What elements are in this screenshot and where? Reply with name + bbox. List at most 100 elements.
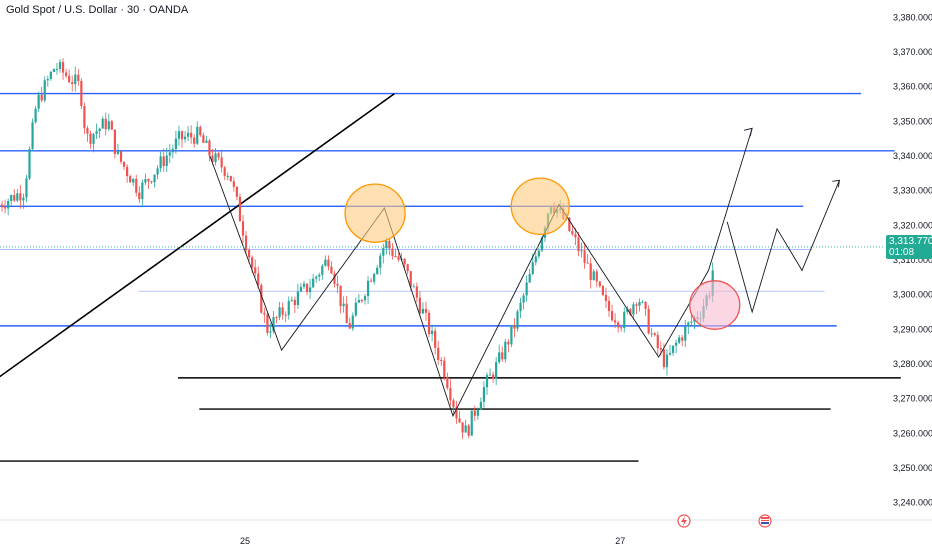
candle-body	[34, 108, 37, 123]
candle-body	[537, 250, 540, 257]
candle-body	[235, 186, 238, 197]
candle-body	[275, 317, 278, 319]
candle-body	[208, 140, 211, 156]
candle-body	[241, 221, 245, 236]
y-tick-label: 3,280.000	[893, 359, 932, 369]
candle-body	[58, 62, 62, 69]
y-tick-label: 3,350.000	[893, 116, 932, 126]
candle-body	[55, 68, 59, 70]
candle-body	[458, 418, 461, 423]
candle-body	[684, 326, 687, 341]
candle-body	[187, 132, 190, 137]
candle-body	[272, 317, 275, 332]
price-axis	[884, 0, 932, 550]
candle-body	[0, 204, 4, 208]
candle-body	[525, 282, 528, 296]
candle-body	[4, 207, 7, 209]
candle-body	[360, 299, 364, 301]
projection-path	[726, 180, 840, 314]
candle-body	[254, 267, 257, 274]
zigzag-pattern	[209, 128, 753, 418]
candle-body	[455, 407, 458, 419]
candle-body	[86, 128, 89, 134]
candle-body	[598, 281, 601, 287]
bar-countdown: 01:08	[889, 247, 915, 258]
candle-body	[681, 337, 684, 341]
candle-body	[620, 327, 623, 329]
flag-stripe	[761, 520, 769, 521]
candle-body	[348, 322, 351, 329]
candle-body	[488, 374, 492, 376]
candle-body	[144, 179, 147, 183]
candle-body	[449, 387, 452, 401]
arrow-head	[832, 179, 840, 188]
candle-body	[104, 118, 107, 130]
y-tick-label: 3,380.000	[893, 12, 932, 22]
candle-body	[190, 132, 193, 138]
candle-body	[446, 377, 449, 388]
candle-body	[379, 255, 382, 268]
candle-body	[22, 197, 25, 201]
candle-body	[571, 230, 574, 235]
candle-body	[629, 308, 632, 315]
candle-body	[504, 341, 507, 360]
candle-body	[132, 178, 135, 183]
candle-body	[580, 250, 583, 252]
candle-body	[80, 80, 83, 106]
candle-body	[607, 300, 611, 312]
candle-body	[391, 248, 394, 257]
candle-body	[623, 311, 626, 329]
candle-body	[577, 237, 580, 252]
candle-body	[589, 263, 592, 281]
candle-body	[110, 121, 113, 130]
candle-body	[635, 304, 638, 306]
candle-body	[257, 273, 260, 286]
candle-body	[568, 217, 571, 231]
candle-body	[52, 69, 55, 72]
candle-body	[668, 352, 672, 355]
candle-body	[427, 312, 431, 335]
candle-body	[312, 278, 315, 288]
candle-body	[583, 250, 586, 263]
candle-body	[293, 299, 296, 306]
candle-body	[376, 267, 379, 274]
candle-body	[641, 301, 644, 303]
candle-body	[193, 137, 196, 144]
candle-body	[574, 234, 577, 238]
candle-body	[226, 175, 229, 177]
candle-body	[656, 335, 659, 349]
candle-body	[25, 178, 28, 198]
candle-body	[74, 74, 77, 85]
candle-body	[150, 181, 153, 183]
candle-body	[244, 235, 248, 251]
candle-body	[248, 250, 251, 258]
candle-body	[95, 131, 98, 134]
candle-body	[403, 258, 406, 265]
candle-body	[632, 304, 635, 315]
candle-body	[324, 259, 327, 266]
candle-body	[650, 333, 653, 335]
candle-body	[366, 280, 370, 297]
candle-body	[147, 179, 150, 182]
candle-body	[424, 308, 428, 313]
candle-body	[77, 74, 80, 81]
lightning-icon	[681, 516, 687, 526]
candle-body	[440, 359, 443, 361]
candle-body	[373, 273, 376, 282]
candle-body	[122, 161, 126, 167]
candle-body	[519, 302, 522, 312]
arrow-head	[744, 127, 753, 137]
candle-body	[614, 320, 617, 323]
candle-body	[522, 295, 525, 303]
candle-body	[174, 138, 177, 150]
candle-body	[16, 193, 19, 201]
candle-body	[415, 286, 418, 298]
y-tick-label: 3,340.000	[893, 151, 932, 161]
candle-body	[327, 259, 330, 267]
y-tick-label: 3,310.000	[893, 255, 932, 265]
candle-body	[382, 248, 385, 256]
candle-body	[138, 192, 141, 200]
candle-body	[71, 82, 74, 85]
candle-body	[141, 182, 144, 200]
